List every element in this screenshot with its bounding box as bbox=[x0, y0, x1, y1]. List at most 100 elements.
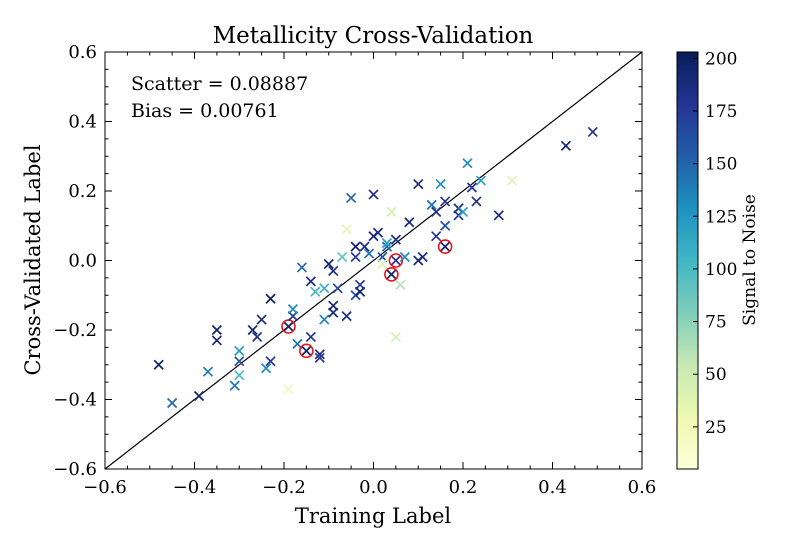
y-tick-label: 0.0 bbox=[68, 251, 97, 272]
data-point bbox=[234, 370, 245, 381]
y-tick-label: −0.2 bbox=[53, 320, 97, 341]
data-point bbox=[337, 251, 348, 263]
data-point bbox=[328, 307, 339, 318]
data-point bbox=[314, 349, 325, 360]
data-point bbox=[587, 126, 598, 138]
colorbar-tick-label: 200 bbox=[705, 49, 737, 69]
data-point bbox=[346, 192, 357, 204]
data-point bbox=[167, 397, 178, 409]
data-point bbox=[314, 352, 325, 363]
data-point bbox=[363, 248, 375, 259]
flagged-point-ring bbox=[437, 239, 453, 254]
data-point bbox=[305, 331, 316, 343]
data-point bbox=[332, 283, 343, 294]
colorbar: 25 50 75 100 125 150 175 200 Signal to Noise bbox=[676, 49, 760, 470]
data-point bbox=[368, 189, 379, 200]
data-point bbox=[310, 286, 321, 297]
data-point bbox=[386, 206, 397, 217]
y-tick-label: −0.6 bbox=[53, 459, 97, 480]
colorbar-ticks: 25 50 75 100 125 150 175 200 bbox=[693, 49, 737, 438]
x-axis-ticks: −0.6 −0.4 −0.2 0.0 0.2 0.4 0.6 bbox=[83, 52, 656, 498]
annotation-scatter: Scatter = 0.08887 bbox=[131, 73, 308, 95]
x-tick-label: 0.2 bbox=[449, 477, 478, 498]
colorbar-tick-label: 175 bbox=[705, 102, 737, 122]
data-point bbox=[247, 324, 258, 336]
data-point bbox=[341, 224, 352, 235]
data-point bbox=[404, 217, 415, 228]
flagged-point-ring bbox=[384, 267, 399, 282]
x-tick-label: −0.4 bbox=[173, 477, 217, 498]
x-tick-label: 0.6 bbox=[628, 477, 657, 498]
data-point bbox=[426, 199, 437, 211]
colorbar-tick-label: 25 bbox=[705, 418, 727, 438]
x-tick-label: −0.2 bbox=[262, 477, 306, 498]
data-point bbox=[435, 178, 446, 190]
data-point bbox=[252, 331, 263, 343]
colorbar-tick-label: 150 bbox=[705, 155, 737, 175]
data-point bbox=[390, 234, 401, 245]
y-axis-ticks: −0.6 −0.4 −0.2 0.0 0.2 0.4 0.6 bbox=[53, 42, 642, 480]
data-point bbox=[381, 241, 393, 252]
data-point bbox=[202, 366, 214, 377]
data-point bbox=[153, 359, 164, 370]
data-point bbox=[439, 196, 451, 207]
colorbar-tick-label: 50 bbox=[705, 365, 727, 385]
data-point bbox=[417, 251, 428, 263]
data-point bbox=[260, 363, 272, 374]
data-point bbox=[211, 324, 222, 336]
data-point bbox=[431, 206, 442, 217]
data-point bbox=[381, 238, 393, 249]
data-point bbox=[283, 383, 294, 395]
flagged-point-ring bbox=[299, 343, 314, 359]
x-tick-label: 0.0 bbox=[359, 477, 388, 498]
data-point bbox=[350, 251, 361, 263]
data-point bbox=[211, 335, 222, 346]
annotation-bias: Bias = 0.00761 bbox=[131, 100, 279, 122]
points-layer bbox=[153, 126, 598, 409]
data-point bbox=[437, 239, 453, 254]
data-point bbox=[234, 345, 245, 356]
data-point bbox=[372, 227, 384, 238]
y-axis-label: Cross-Validated Label bbox=[21, 144, 45, 375]
data-point bbox=[350, 241, 361, 252]
x-axis-label: Training Label bbox=[295, 504, 452, 528]
y-tick-label: −0.4 bbox=[53, 390, 97, 411]
data-point bbox=[287, 304, 299, 315]
data-point bbox=[462, 158, 473, 169]
data-point bbox=[341, 310, 352, 322]
data-point bbox=[265, 356, 276, 367]
data-point bbox=[471, 196, 482, 207]
colorbar-tick-label: 75 bbox=[705, 313, 727, 333]
data-point bbox=[457, 206, 469, 217]
data-point bbox=[475, 175, 487, 186]
colorbar-label: Signal to Noise bbox=[740, 194, 760, 326]
data-point bbox=[377, 258, 388, 270]
colorbar-gradient bbox=[676, 51, 699, 470]
data-point bbox=[323, 258, 334, 270]
data-point bbox=[466, 182, 478, 193]
data-point bbox=[390, 331, 401, 343]
data-point bbox=[560, 140, 572, 151]
data-point bbox=[354, 286, 366, 297]
y-tick-label: 0.6 bbox=[68, 42, 97, 63]
chart-title: Metallicity Cross-Validation bbox=[213, 23, 534, 49]
data-point bbox=[265, 293, 276, 304]
y-tick-label: 0.4 bbox=[68, 112, 97, 133]
data-point bbox=[395, 279, 406, 290]
plot-area: −0.6 −0.4 −0.2 0.0 0.2 0.4 0.6 −0.6 −0.4 −0.2 0.0… bbox=[53, 42, 656, 498]
data-point bbox=[281, 319, 296, 334]
data-point bbox=[507, 175, 518, 186]
data-point bbox=[305, 276, 316, 287]
data-point bbox=[299, 343, 314, 359]
data-point bbox=[439, 220, 451, 231]
data-point bbox=[296, 262, 308, 273]
data-point bbox=[319, 314, 330, 325]
y-tick-label: 0.2 bbox=[68, 181, 97, 202]
data-point bbox=[399, 251, 410, 263]
data-point bbox=[413, 178, 424, 190]
data-point bbox=[328, 265, 339, 277]
data-point bbox=[384, 267, 399, 282]
data-point bbox=[256, 314, 267, 325]
colorbar-tick-label: 100 bbox=[705, 260, 737, 280]
